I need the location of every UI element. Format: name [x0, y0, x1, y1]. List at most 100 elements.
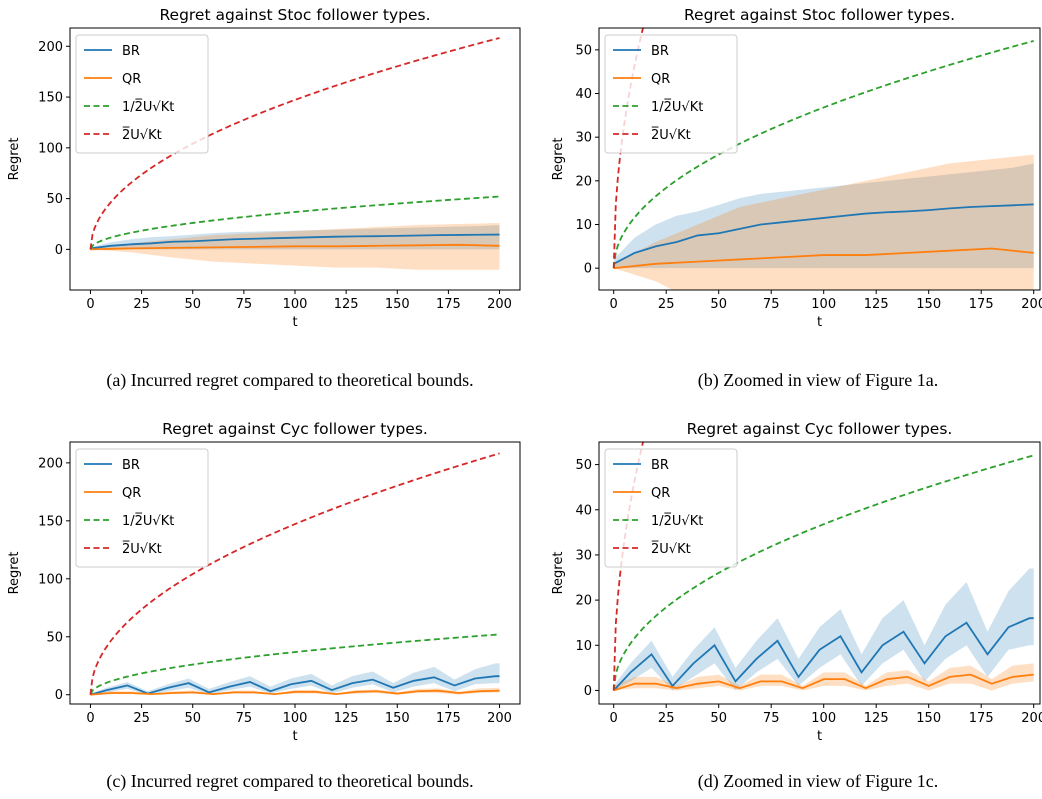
y-tick-label: 200: [38, 456, 63, 471]
confidence-band-br: [613, 163, 1034, 269]
series-line-qr: [613, 673, 1034, 692]
x-tick-label: 0: [86, 297, 94, 312]
y-tick-label: 20: [575, 174, 592, 189]
figure-caption: (d) Zoomed in view of Figure 1c.: [698, 771, 938, 792]
chart-title: Regret against Cyc follower types.: [162, 420, 428, 438]
legend-label: 2̅U√Kt: [651, 541, 691, 557]
legend-label: 1/2̅U√Kt: [651, 513, 703, 529]
series-line-half-bound: [612, 40, 1034, 269]
x-tick-label: 100: [283, 297, 308, 312]
x-tick-label: 0: [86, 711, 94, 726]
x-tick-label: 25: [658, 297, 675, 312]
legend-label: QR: [122, 486, 141, 501]
legend-label: 2̅U√Kt: [122, 127, 162, 143]
x-tick-label: 50: [184, 297, 201, 312]
series-line-double-bound: [89, 37, 500, 250]
x-tick-label: 50: [710, 297, 727, 312]
x-tick-label: 50: [184, 711, 201, 726]
legend: BR QR 1/2̅U√Kt 2̅U√Kt: [604, 448, 738, 568]
y-tick-label: 100: [38, 141, 63, 156]
legend: BR QR 1/2̅U√Kt 2̅U√Kt: [75, 34, 209, 154]
x-tick-label: 175: [969, 711, 994, 726]
x-axis-label: t: [817, 315, 822, 330]
chart-title: Regret against Cyc follower types.: [687, 420, 953, 438]
y-tick-label: 10: [575, 639, 592, 654]
y-tick-label: 10: [575, 218, 592, 233]
series-line-br: [90, 675, 500, 696]
y-tick-label: 0: [55, 243, 63, 258]
x-tick-label: 150: [916, 711, 941, 726]
series-line-br: [90, 233, 500, 250]
x-tick-label: 150: [385, 297, 410, 312]
legend-box: [604, 448, 738, 568]
series-line-half-bound: [89, 195, 500, 250]
x-tick-label: 175: [436, 711, 461, 726]
x-tick-label: 125: [864, 297, 889, 312]
y-axis-label: Regret: [551, 138, 566, 181]
legend-label: 2̅U√Kt: [122, 541, 162, 557]
chart-panel-a: Regret against Stoc follower types. 0 25 50…: [7, 6, 521, 391]
axes-frame: [598, 441, 1041, 705]
x-axis-label: t: [817, 729, 822, 744]
figure-caption: (b) Zoomed in view of Figure 1a.: [698, 370, 938, 391]
y-tick-label: 50: [46, 630, 63, 645]
y-tick-label: 30: [575, 131, 592, 146]
x-tick-label: 125: [864, 711, 889, 726]
legend-label: BR: [122, 44, 140, 59]
legend-label: 1/2̅U√Kt: [651, 99, 703, 115]
x-tick-label: 100: [811, 297, 836, 312]
plot-area: [612, 442, 1034, 692]
x-tick-label: 25: [658, 711, 675, 726]
y-tick-label: 40: [575, 87, 592, 102]
y-axis-label: Regret: [7, 552, 22, 595]
x-tick-label: 75: [236, 711, 253, 726]
x-tick-label: 75: [763, 297, 780, 312]
y-tick-label: 50: [575, 43, 592, 58]
x-tick-label: 200: [487, 297, 512, 312]
x-tick-label: 125: [334, 711, 359, 726]
series-line-qr: [90, 689, 500, 696]
legend-label: QR: [122, 72, 141, 87]
plot-area: [89, 452, 500, 696]
x-axis-label: t: [292, 729, 297, 744]
chart-panel-c: Regret against Cyc follower types. 0 25 50 7…: [7, 420, 521, 792]
series-line-qr: [90, 243, 500, 251]
x-tick-label: 25: [133, 297, 150, 312]
x-tick-label: 125: [334, 297, 359, 312]
plot-area: [89, 37, 500, 270]
confidence-band-qr: [613, 154, 1034, 290]
legend-box: [75, 448, 209, 568]
legend-label: QR: [651, 486, 670, 501]
figure-caption: (a) Incurred regret compared to theoreti…: [106, 370, 473, 391]
y-tick-label: 0: [55, 688, 63, 703]
y-tick-label: 50: [575, 458, 592, 473]
y-axis-label: Regret: [7, 138, 22, 181]
confidence-band-qr: [613, 663, 1034, 691]
legend-label: 2̅U√Kt: [651, 127, 691, 143]
legend-label: 1/2̅U√Kt: [122, 99, 174, 115]
legend-label: BR: [651, 44, 669, 59]
legend-box: [604, 34, 738, 154]
y-tick-label: 100: [38, 572, 63, 587]
figure-caption: (c) Incurred regret compared to theoreti…: [106, 771, 473, 792]
legend: BR QR 1/2̅U√Kt 2̅U√Kt: [75, 448, 209, 568]
y-tick-label: 200: [38, 40, 63, 55]
y-tick-label: 30: [575, 548, 592, 563]
legend: BR QR 1/2̅U√Kt 2̅U√Kt: [604, 34, 738, 154]
series-line-double-bound: [89, 452, 500, 695]
y-tick-label: 150: [38, 91, 63, 106]
x-tick-label: 175: [969, 297, 994, 312]
series-line-br: [613, 617, 1034, 692]
x-tick-label: 0: [610, 711, 618, 726]
legend-label: BR: [651, 458, 669, 473]
chart-title: Regret against Stoc follower types.: [159, 6, 430, 24]
x-tick-label: 50: [710, 711, 727, 726]
x-tick-label: 25: [133, 711, 150, 726]
series-line-br: [613, 203, 1034, 265]
y-tick-label: 50: [46, 192, 63, 207]
x-tick-label: 75: [763, 711, 780, 726]
chart-panel-d: Regret against Cyc follower types. 0 25 50 7…: [551, 420, 1042, 792]
series-line-half-bound: [89, 633, 500, 696]
y-tick-label: 0: [584, 262, 592, 277]
x-axis-label: t: [292, 315, 297, 330]
